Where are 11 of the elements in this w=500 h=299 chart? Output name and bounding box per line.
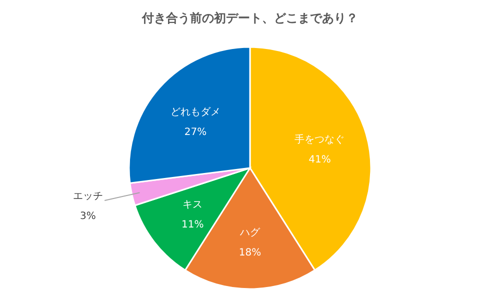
slice-label: 手をつなぐ bbox=[294, 134, 345, 146]
slice-label: どれもダメ bbox=[170, 106, 221, 118]
slice-label: エッチ bbox=[73, 191, 103, 202]
data-label: 11% bbox=[182, 219, 204, 230]
data-label: 3% bbox=[80, 211, 96, 222]
slice-label: キス bbox=[182, 199, 203, 210]
slice-label: ハグ bbox=[239, 228, 261, 239]
chart-title: 付き合う前の初デート、どこまであり？ bbox=[141, 11, 358, 25]
data-label: 18% bbox=[238, 248, 262, 259]
data-label: 41% bbox=[308, 154, 331, 166]
data-label: 27% bbox=[184, 126, 207, 138]
